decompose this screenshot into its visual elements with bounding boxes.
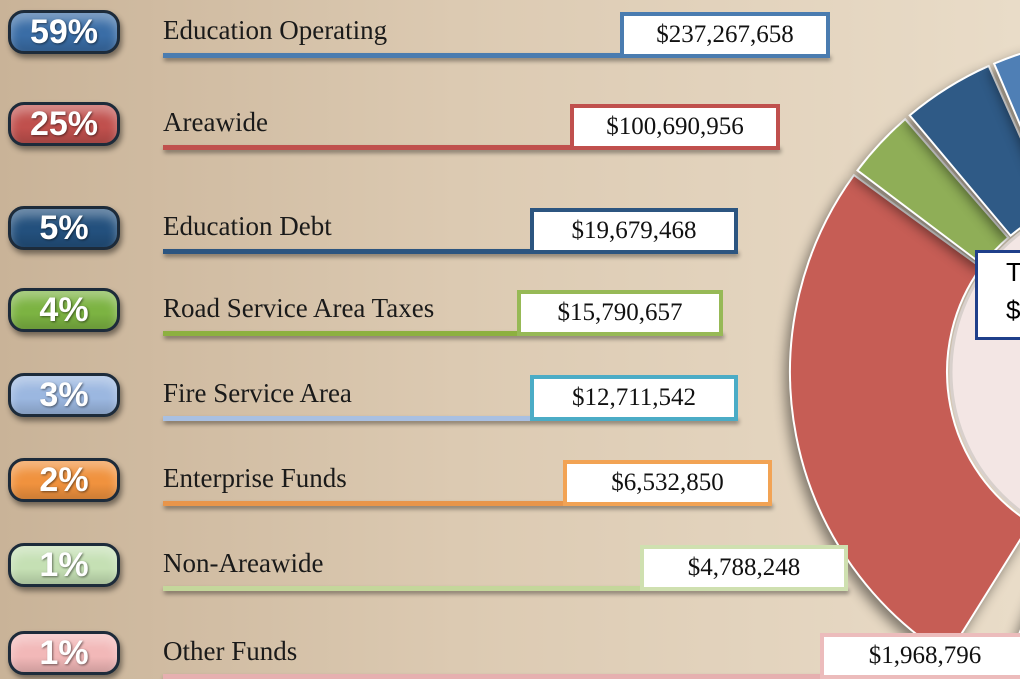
- underline: [163, 586, 848, 591]
- percent-pill: 3%: [8, 373, 120, 417]
- row-label: Areawide: [163, 107, 268, 137]
- underline: [163, 145, 780, 150]
- percent-pill: 59%: [8, 10, 120, 54]
- underline: [163, 501, 772, 506]
- amount-box: $1,968,796: [820, 633, 1020, 679]
- row-label: Other Funds: [163, 636, 298, 666]
- pie-wedge: [908, 64, 1020, 238]
- underline: [163, 53, 830, 58]
- percent-pill: 1%: [8, 543, 120, 587]
- row-label: Enterprise Funds: [163, 463, 347, 493]
- percent-pill: 5%: [8, 206, 120, 250]
- row-label: Fire Service Area: [163, 378, 352, 408]
- underline: [163, 249, 738, 254]
- row-label: Education Operating: [163, 15, 388, 45]
- amount-box: $15,790,657: [517, 290, 723, 336]
- amount-box: $12,711,542: [530, 375, 738, 421]
- amount-box: $237,267,658: [620, 12, 830, 58]
- percent-pill: 1%: [8, 631, 120, 675]
- underline: [163, 416, 738, 421]
- pie-wedge: [789, 173, 1020, 658]
- percent-pill: 2%: [8, 458, 120, 502]
- pie-wedge: [992, 52, 1020, 128]
- center-label: T $: [975, 250, 1020, 340]
- amount-box: $4,788,248: [640, 545, 848, 591]
- center-amount: $: [1006, 295, 1020, 325]
- percent-pill: 4%: [8, 288, 120, 332]
- percent-pill: 25%: [8, 102, 120, 146]
- underline: [163, 331, 723, 336]
- row-label: Non-Areawide: [163, 548, 324, 578]
- amount-box: $100,690,956: [570, 104, 780, 150]
- center-title: T: [1006, 257, 1020, 287]
- amount-box: $19,679,468: [530, 208, 738, 254]
- amount-box: $6,532,850: [563, 460, 772, 506]
- row-label: Road Service Area Taxes: [163, 293, 435, 323]
- row-label: Education Debt: [163, 211, 332, 241]
